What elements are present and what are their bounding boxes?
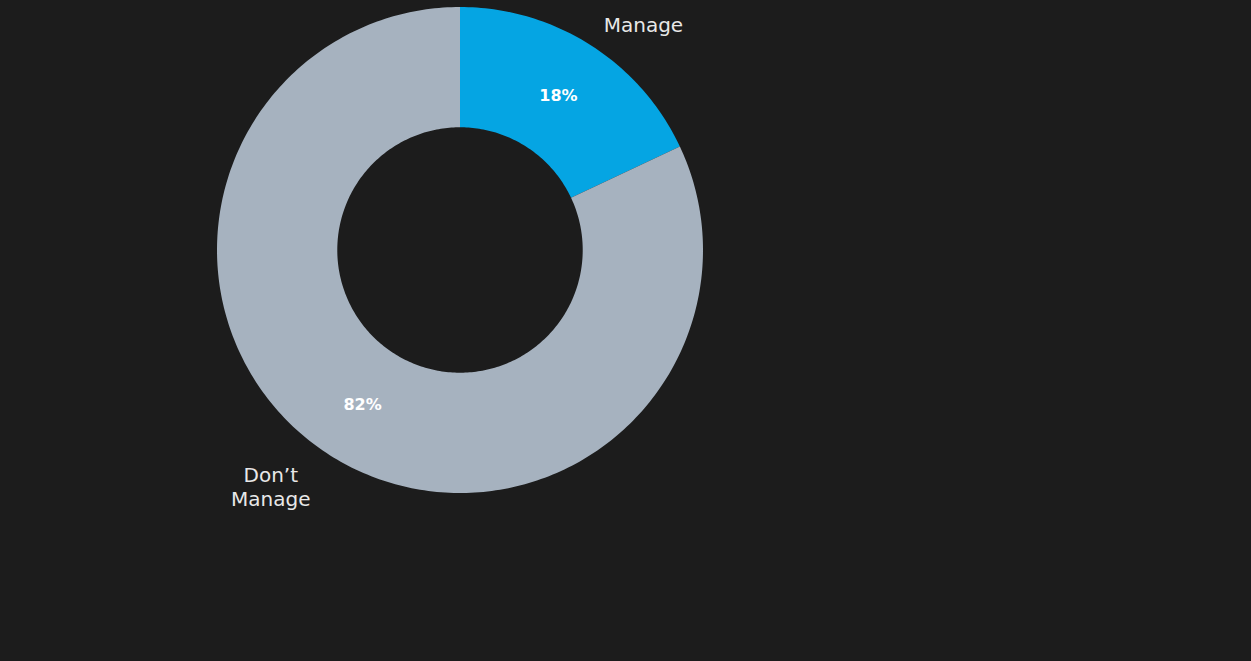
svg-text:18%: 18% [539, 86, 577, 105]
svg-text:82%: 82% [343, 395, 381, 414]
svg-text:Manage: Manage [604, 13, 683, 37]
svg-text:Don’tManage: Don’tManage [231, 463, 310, 511]
